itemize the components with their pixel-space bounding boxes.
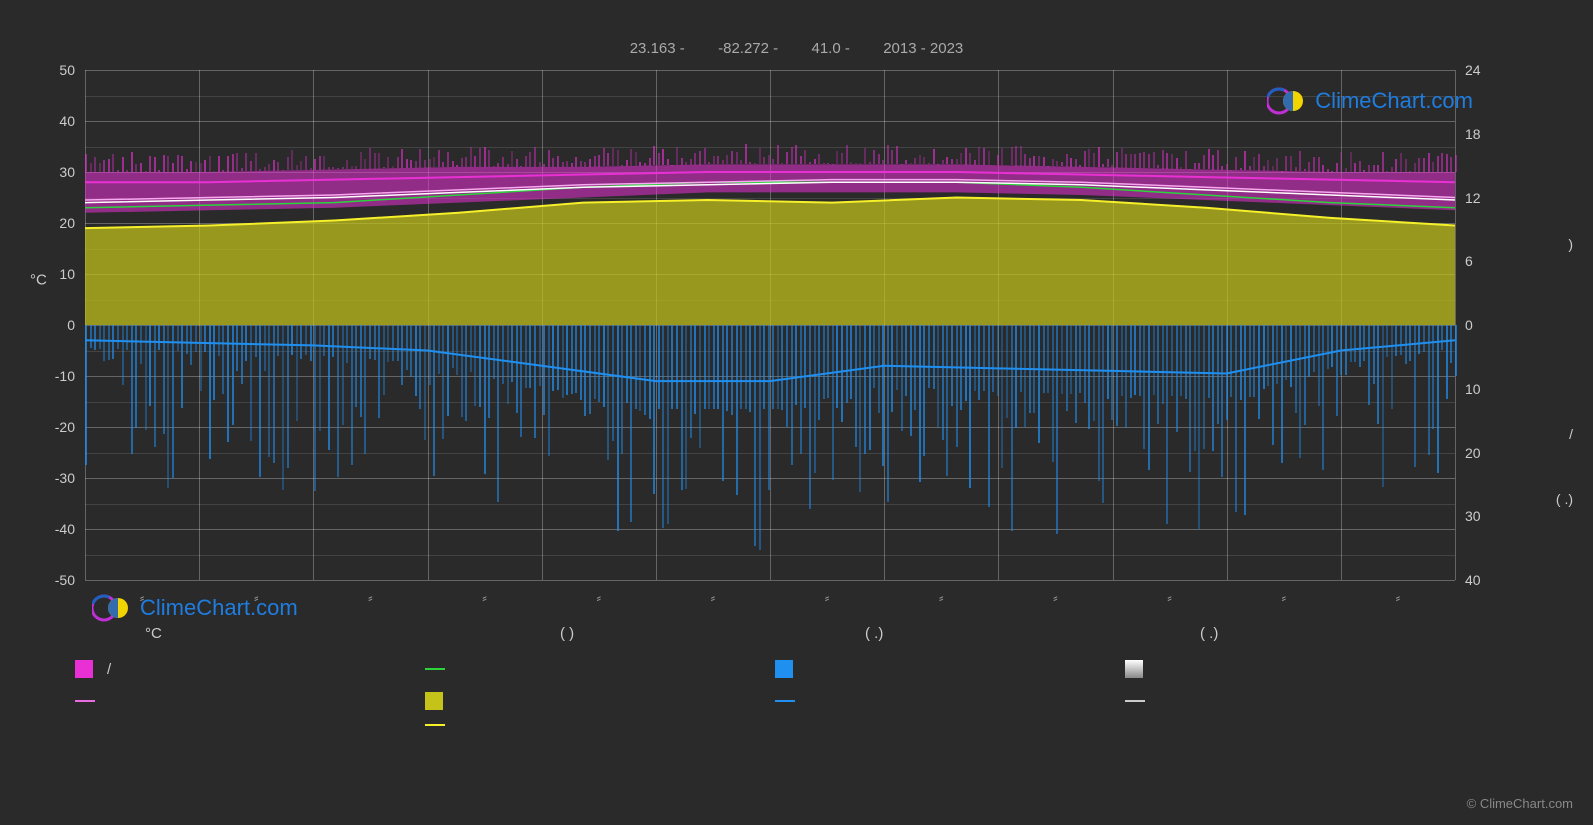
y-left-tick: -40 (25, 521, 75, 537)
y-axis-right-paren-bot: ( .) (1556, 485, 1573, 513)
y-right-tick: 12 (1465, 190, 1505, 206)
y-right-tick: 40 (1465, 572, 1505, 588)
legend-item (1125, 660, 1475, 678)
legend-item (425, 724, 775, 726)
y-right-tick: 0 (1465, 317, 1505, 333)
legend-row (75, 724, 1475, 726)
y-left-tick: 50 (25, 62, 75, 78)
header-lon: -82.272 - (718, 40, 778, 57)
chart-header-metadata: 23.163 - -82.272 - 41.0 - 2013 - 2023 (0, 40, 1593, 57)
y-left-tick: 0 (25, 317, 75, 333)
brand-logo-top-right: ClimeChart.com (1267, 85, 1473, 117)
legend-swatch (775, 660, 793, 678)
legend-swatch (425, 692, 443, 710)
logo-icon (92, 592, 132, 624)
y-right-tick: 10 (1465, 381, 1505, 397)
legend-heading-3: ( .) (1140, 625, 1475, 642)
header-lat: 23.163 - (630, 40, 685, 57)
brand-logo-bottom-left: ClimeChart.com (92, 592, 298, 624)
copyright-text: © ClimeChart.com (1467, 796, 1573, 811)
legend-heading-0: °C (75, 625, 420, 642)
x-tick: ⸗ (711, 590, 715, 605)
y-left-tick: -30 (25, 470, 75, 486)
x-tick: ⸗ (825, 590, 829, 605)
legend-row: / (75, 660, 1475, 678)
legend-item (1125, 724, 1475, 726)
legend-swatch (1125, 700, 1145, 702)
legend-item (775, 724, 1125, 726)
legend: °C ( ) ( .) ( .) / (75, 625, 1475, 740)
y-right-tick: 30 (1465, 508, 1505, 524)
humidity-fill (85, 198, 1455, 326)
legend-swatch (1125, 660, 1143, 678)
y-axis-right-paren-top: ) (1568, 230, 1573, 258)
header-alt: 41.0 - (812, 40, 850, 57)
y-left-tick: 30 (25, 164, 75, 180)
legend-item (425, 692, 775, 710)
logo-icon (1267, 85, 1307, 117)
legend-item: / (75, 660, 425, 678)
legend-row (75, 692, 1475, 710)
y-axis-left-label: °C (30, 272, 47, 289)
y-right-tick: 20 (1465, 445, 1505, 461)
legend-swatch (775, 700, 795, 702)
legend-headings: °C ( ) ( .) ( .) (75, 625, 1475, 642)
y-axis-right-slash: / (1569, 420, 1573, 448)
legend-item (75, 692, 425, 710)
x-tick: ⸗ (1053, 590, 1057, 605)
y-left-tick: -50 (25, 572, 75, 588)
legend-swatch (425, 724, 445, 726)
y-right-tick: 18 (1465, 126, 1505, 142)
y-left-tick: 40 (25, 113, 75, 129)
legend-heading-2: ( .) (835, 625, 1140, 642)
y-left-tick: 20 (25, 215, 75, 231)
x-tick: ⸗ (597, 590, 601, 605)
x-tick: ⸗ (482, 590, 486, 605)
x-tick: ⸗ (368, 590, 372, 605)
legend-heading-1: ( ) (420, 625, 835, 642)
brand-logo-text: ClimeChart.com (140, 595, 298, 621)
legend-item (1125, 692, 1475, 710)
legend-item (775, 660, 1125, 678)
legend-item (425, 660, 775, 678)
legend-item (775, 692, 1125, 710)
y-left-tick: -10 (25, 368, 75, 384)
y-left-tick: -20 (25, 419, 75, 435)
x-tick: ⸗ (1167, 590, 1171, 605)
legend-item (75, 724, 425, 726)
header-period: 2013 - 2023 (883, 40, 963, 57)
plot-area: 50403020100-10-20-30-40-5024181260102030… (85, 70, 1455, 580)
legend-label: / (107, 661, 111, 678)
climate-chart-container: 23.163 - -82.272 - 41.0 - 2013 - 2023 50… (0, 0, 1593, 825)
y-right-tick: 6 (1465, 253, 1505, 269)
legend-swatch (425, 668, 445, 670)
brand-logo-text: ClimeChart.com (1315, 88, 1473, 114)
x-tick: ⸗ (1396, 590, 1400, 605)
legend-swatch (75, 660, 93, 678)
y-right-tick: 24 (1465, 62, 1505, 78)
x-tick: ⸗ (939, 590, 943, 605)
legend-swatch (75, 700, 95, 702)
x-tick: ⸗ (1282, 590, 1286, 605)
